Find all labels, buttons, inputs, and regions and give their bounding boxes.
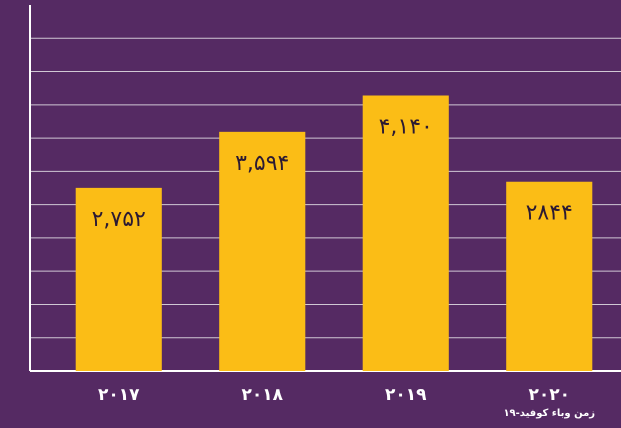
value-label: ۲۸۴۴ — [526, 201, 573, 226]
x-tick-label: ۲۰۲۰ — [528, 385, 570, 405]
annotation: زمن وباء كوفيد-۱۹ — [503, 408, 595, 419]
bar — [362, 95, 449, 371]
x-tick-label: ۲۰۱۷ — [98, 385, 140, 405]
x-tick-label: ۲۰۱۹ — [385, 385, 427, 405]
bar — [219, 131, 306, 371]
x-tick-label: ۲۰۱۸ — [241, 385, 283, 405]
value-label: ۲,۷۵۲ — [92, 207, 146, 232]
bar — [75, 187, 162, 371]
value-label: ۴,۱۴۰ — [379, 115, 433, 140]
bar — [506, 181, 593, 371]
value-label: ۳,۵۹۴ — [235, 151, 289, 176]
